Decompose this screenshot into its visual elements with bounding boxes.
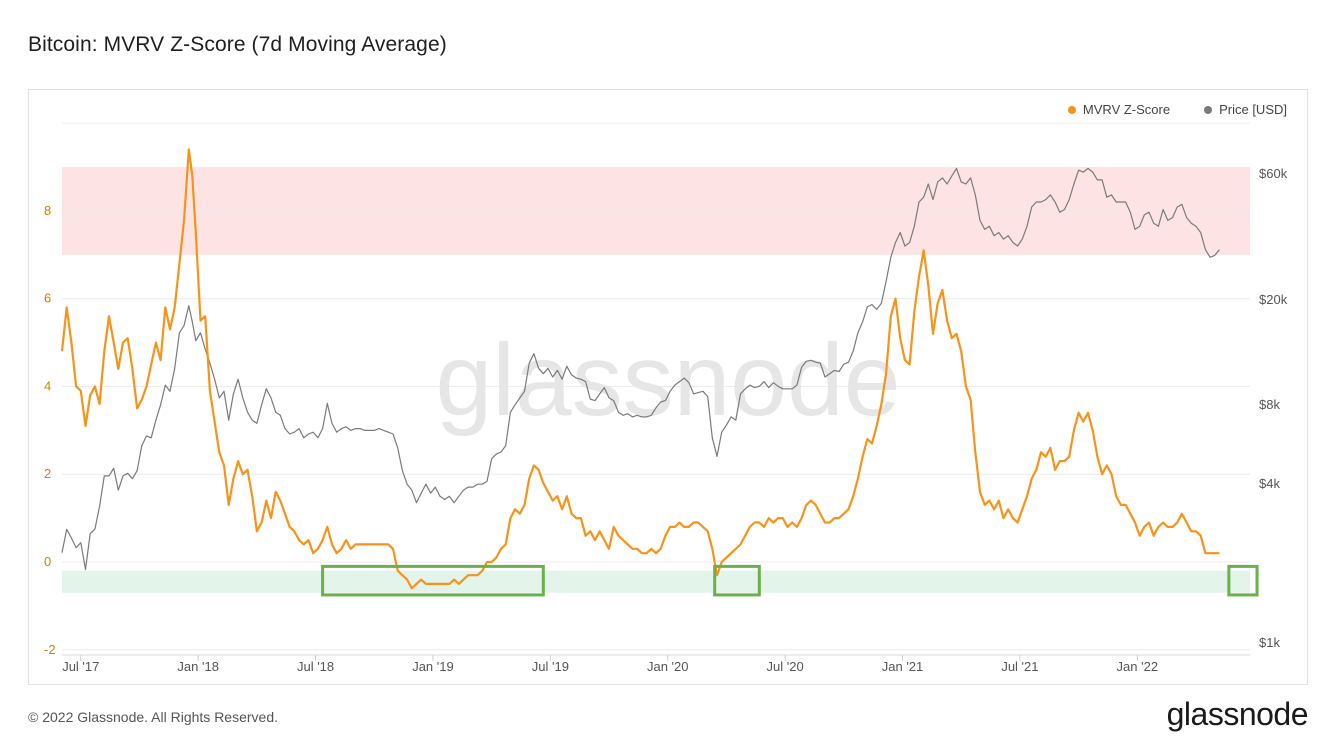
watermark: glassnode (435, 323, 900, 437)
right-tick-label: $1k (1259, 635, 1280, 650)
chart-legend: MVRV Z-Score Price [USD] (1067, 102, 1287, 117)
right-tick-label: $60k (1259, 166, 1288, 181)
x-tick-label: Jan '19 (412, 659, 454, 674)
legend-label-price: Price [USD] (1219, 102, 1287, 117)
x-tick-label: Jan '18 (177, 659, 219, 674)
mvrv-zscore-line (60, 148, 1220, 590)
left-tick-label: 6 (44, 291, 51, 306)
chart-frame (28, 89, 1308, 685)
right-tick-label: $8k (1259, 397, 1280, 412)
left-tick-label: -2 (44, 642, 56, 657)
left-tick-label: 4 (44, 378, 51, 393)
right-tick-label: $4k (1259, 476, 1280, 491)
highlight-box-2 (713, 564, 761, 597)
legend-label-mvrv: MVRV Z-Score (1082, 102, 1171, 117)
left-axis: -2 0 2 4 6 8 (44, 203, 56, 657)
chart-title: Bitcoin: MVRV Z-Score (7d Moving Average… (28, 33, 447, 56)
x-tick-label: Jan '21 (882, 659, 924, 674)
right-axis: $1k $4k $8k $20k $60k (1259, 166, 1288, 650)
left-tick-label: 0 (44, 554, 51, 569)
legend-item-price[interactable]: Price [USD] (1204, 102, 1287, 117)
x-tick-label: Jul '17 (62, 659, 99, 674)
x-tick-label: Jul '19 (532, 659, 569, 674)
x-tick-label: Jan '22 (1117, 659, 1159, 674)
legend-item-mvrv[interactable]: MVRV Z-Score (1067, 102, 1171, 117)
right-tick-label: $20k (1259, 292, 1288, 307)
legend-dot-mvrv (1067, 105, 1076, 114)
glassnode-logo: glassnode (1166, 696, 1309, 732)
x-tick-label: Jul '20 (767, 659, 804, 674)
mvrv-series (60, 148, 1220, 590)
left-tick-label: 2 (44, 466, 51, 481)
gridlines (62, 122, 1250, 656)
price-line (61, 167, 1220, 571)
legend-dot-price (1204, 105, 1213, 114)
left-tick-label: 8 (44, 203, 51, 218)
x-tick-label: Jul '21 (1001, 659, 1038, 674)
band-undervalued (62, 570, 1250, 593)
price-series (61, 167, 1220, 571)
x-tick-label: Jan '20 (647, 659, 689, 674)
x-axis: Jul '17 Jan '18 Jul '18 Jan '19 Jul '19 Jan '… (62, 655, 1158, 674)
x-tick-label: Jul '18 (297, 659, 334, 674)
highlight-box-3 (1227, 564, 1259, 597)
highlight-box-1 (321, 564, 545, 597)
highlight-boxes (321, 564, 1259, 597)
copyright-footer: © 2022 Glassnode. All Rights Reserved. (28, 709, 279, 725)
